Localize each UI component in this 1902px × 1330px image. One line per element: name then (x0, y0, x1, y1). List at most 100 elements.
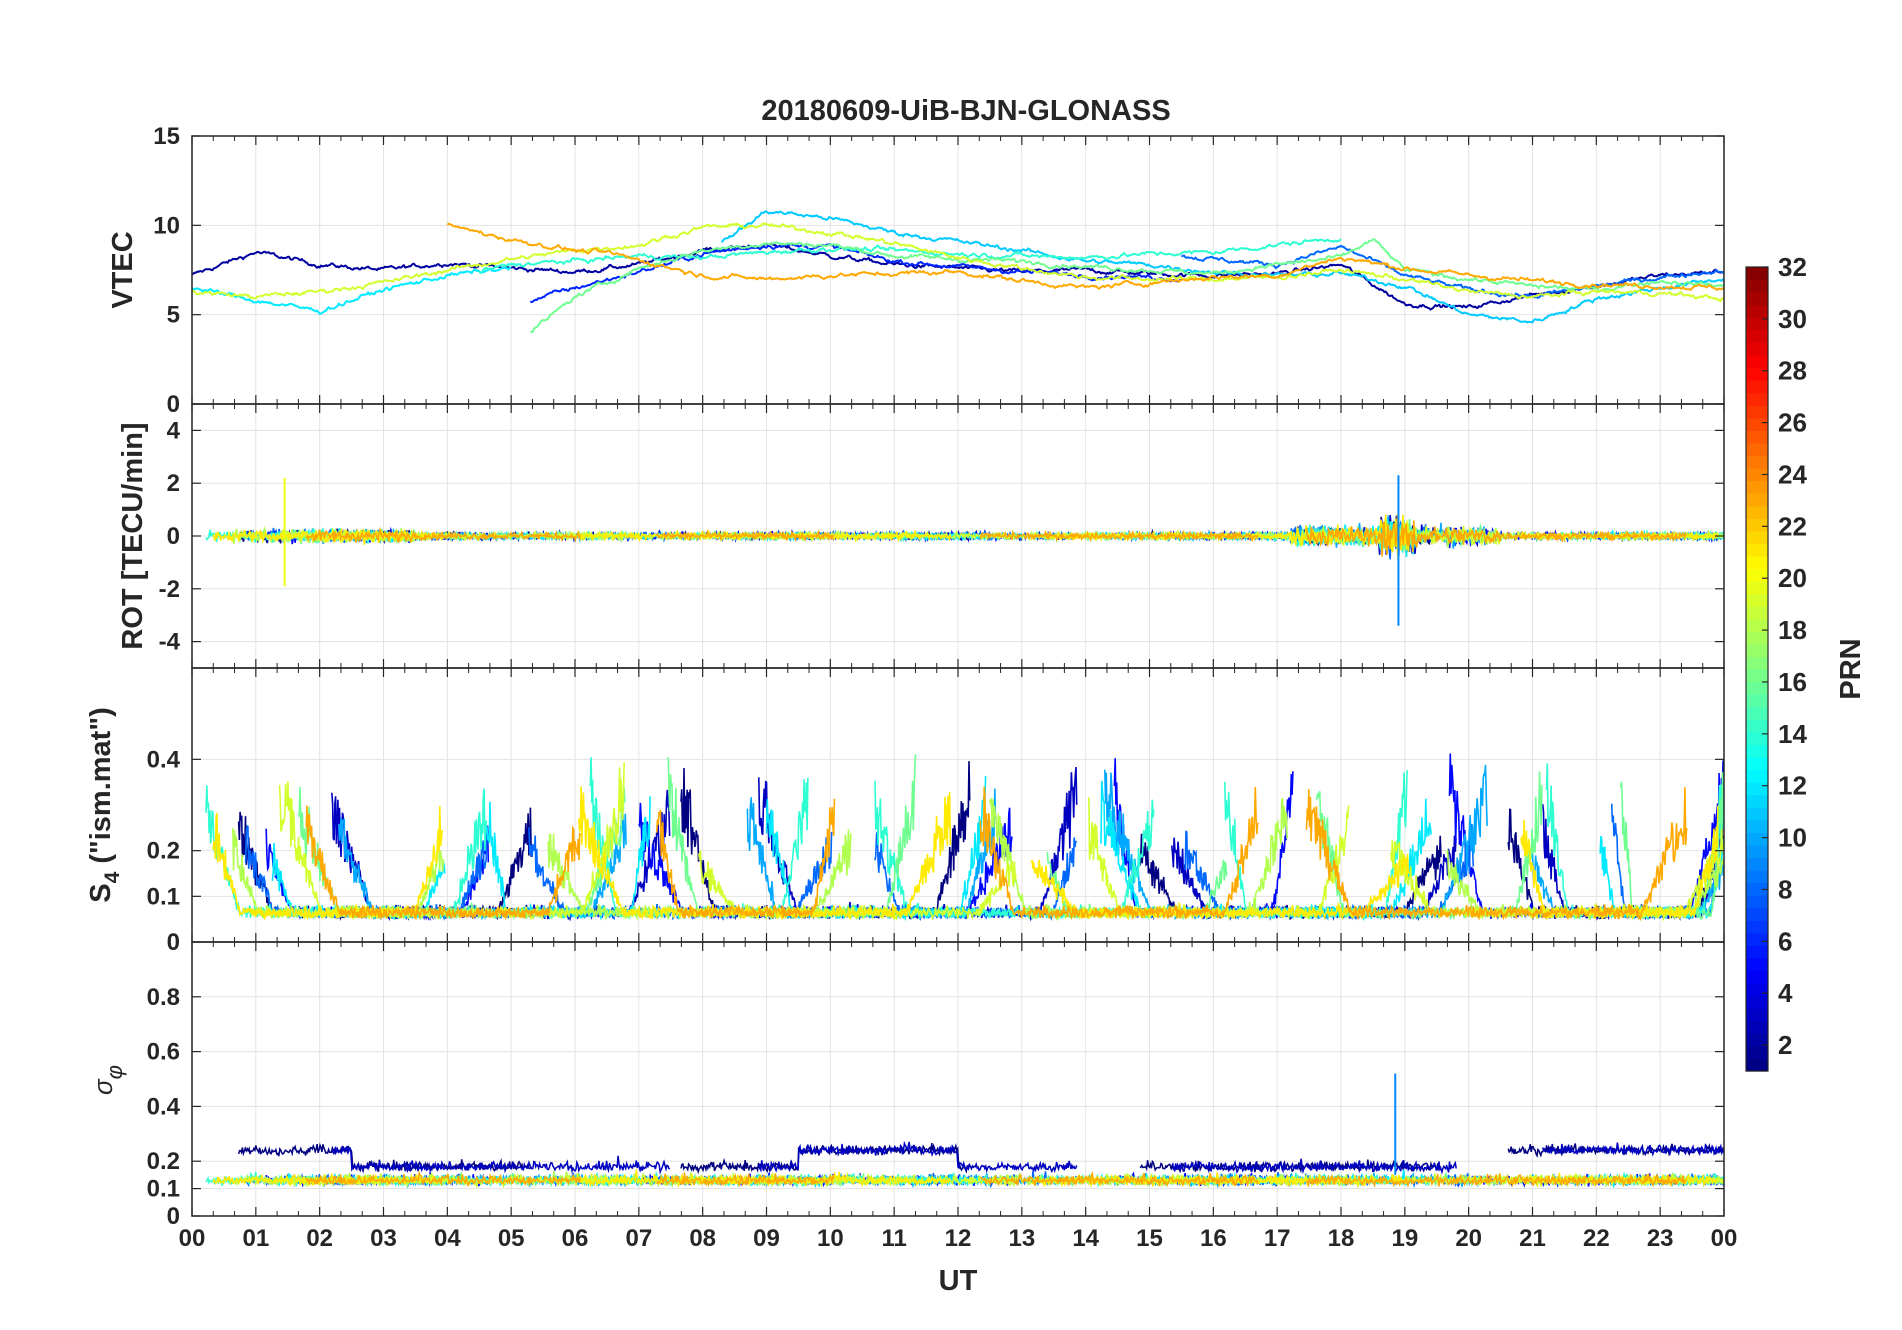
rot-series-line (655, 529, 835, 542)
s4-label-suffix: ("ism.mat") (85, 707, 117, 871)
colorbar-segment (1746, 669, 1768, 683)
colorbar-segment (1746, 593, 1768, 607)
colorbar-segment (1746, 455, 1768, 469)
x-tick-label: 12 (945, 1225, 972, 1252)
colorbar-segment (1746, 970, 1768, 984)
colorbar-segment (1746, 643, 1768, 658)
colorbar-segment (1746, 518, 1768, 532)
colorbar-segment (1746, 468, 1768, 482)
colorbar-segment (1746, 945, 1768, 959)
colorbar-segment (1746, 756, 1768, 771)
colorbar-segment (1746, 957, 1768, 972)
vtec-series-line (446, 222, 1725, 291)
y-tick-label: 0 (167, 1203, 180, 1230)
s4-series-line (1520, 805, 1719, 921)
panel-rot: -4 -2 0 2 4 ROT [TECU/min] (117, 403, 1725, 669)
colorbar-segment (1746, 631, 1768, 645)
x-tick-label: 20 (1455, 1225, 1482, 1252)
vtec-series-line (479, 238, 1342, 274)
x-tick-label: 03 (370, 1225, 397, 1252)
s4-label-sub: 4 (101, 871, 124, 883)
s4-series-line (212, 806, 443, 921)
colorbar-segment (1746, 480, 1768, 494)
colorbar-segment (1746, 1020, 1768, 1034)
colorbar-segment (1746, 932, 1768, 946)
sigma-series-line (331, 1144, 671, 1175)
sigma-series-line (680, 1142, 970, 1175)
colorbar-segment (1746, 417, 1768, 431)
colorbar-segment (1746, 681, 1768, 695)
colorbar-segment (1746, 706, 1768, 720)
colorbar-segment (1746, 380, 1768, 394)
colorbar-segment (1746, 719, 1768, 733)
colorbar-segment (1746, 530, 1768, 544)
y-tick-label: 4 (167, 417, 181, 444)
colorbar-tick-label: 12 (1778, 771, 1807, 801)
x-tick-label: 04 (434, 1225, 461, 1252)
panel-s4: 0 0.1 0.2 0.4 S4 ("ism.mat") (85, 667, 1725, 956)
colorbar-tick-label: 30 (1778, 304, 1807, 334)
colorbar-segment (1746, 1033, 1768, 1047)
y-tick-label: 2 (167, 470, 180, 497)
x-tick-labels: 00 01 02 03 04 05 06 07 08 09 10 11 12 13 14 15 16 17 18 19… (179, 1225, 1738, 1252)
ticks-s4 (191, 668, 1725, 943)
x-tick-label: 15 (1136, 1225, 1163, 1252)
sigma-label-sub: φ (102, 1065, 127, 1079)
colorbar-segment (1746, 870, 1768, 884)
y-axis-label-sigma-phi: σφ (88, 1065, 127, 1095)
x-tick-label: 09 (753, 1225, 780, 1252)
x-tick-label: 05 (498, 1225, 525, 1252)
colorbar-tick-label: 2 (1778, 1030, 1792, 1060)
x-tick-label: 22 (1583, 1225, 1610, 1252)
y-tick-label: 0 (167, 523, 180, 550)
colorbar-segment (1746, 354, 1768, 369)
vtec-series-line (191, 266, 512, 315)
colorbar-segment (1746, 995, 1768, 1009)
s4-label-main: S (85, 883, 117, 902)
sigma-series-line (305, 1170, 581, 1187)
colorbar-tick-label: 14 (1778, 719, 1807, 749)
colorbar-segment (1746, 267, 1768, 281)
colorbar-segment (1746, 744, 1768, 758)
s4-series-line (305, 805, 582, 921)
colorbar-tick-label: 32 (1778, 252, 1807, 282)
colorbar-tick-label: 24 (1778, 459, 1807, 489)
colorbar-tick-label: 8 (1778, 874, 1792, 904)
y-tick-labels-rot: -4 -2 0 2 4 (159, 417, 181, 655)
colorbar-segment (1746, 606, 1768, 620)
y-axis-label-rot: ROT [TECU/min] (117, 422, 149, 649)
y-tick-label: 15 (153, 123, 180, 150)
y-tick-label: 0.1 (147, 883, 180, 910)
series-rot (205, 475, 1725, 626)
colorbar-segment (1746, 731, 1768, 745)
x-tick-label: 02 (306, 1225, 333, 1252)
x-tick-label: 10 (817, 1225, 844, 1252)
colorbar-segment (1746, 329, 1768, 343)
colorbar-segment (1746, 555, 1768, 570)
colorbar-segment (1746, 807, 1768, 821)
colorbar-segment (1746, 656, 1768, 670)
y-tick-labels-vtec: 0 5 10 15 (153, 123, 180, 418)
colorbar-tick-label: 20 (1778, 563, 1807, 593)
colorbar-tick-label: 18 (1778, 615, 1807, 645)
y-tick-label: 5 (167, 302, 180, 329)
sigma-series-line (1305, 1173, 1688, 1189)
y-tick-label: 10 (153, 212, 180, 239)
s4-series-line (244, 825, 489, 922)
rot-series-line (212, 527, 443, 545)
colorbar-segment (1746, 844, 1768, 859)
s4-series-line (1030, 853, 1410, 921)
x-tick-label: 17 (1264, 1225, 1291, 1252)
y-tick-label: 0 (167, 391, 180, 418)
colorbar-segment (1746, 794, 1768, 808)
ticks-vtec (191, 135, 1725, 405)
vtec-series-line (530, 238, 1725, 333)
x-tick-label: 07 (625, 1225, 652, 1252)
colorbar-segment (1746, 983, 1768, 997)
y-tick-label: 0.4 (147, 746, 181, 773)
colorbar-segment (1746, 317, 1768, 331)
colorbar-tick-label: 4 (1778, 978, 1793, 1008)
y-tick-label: -2 (159, 576, 180, 603)
